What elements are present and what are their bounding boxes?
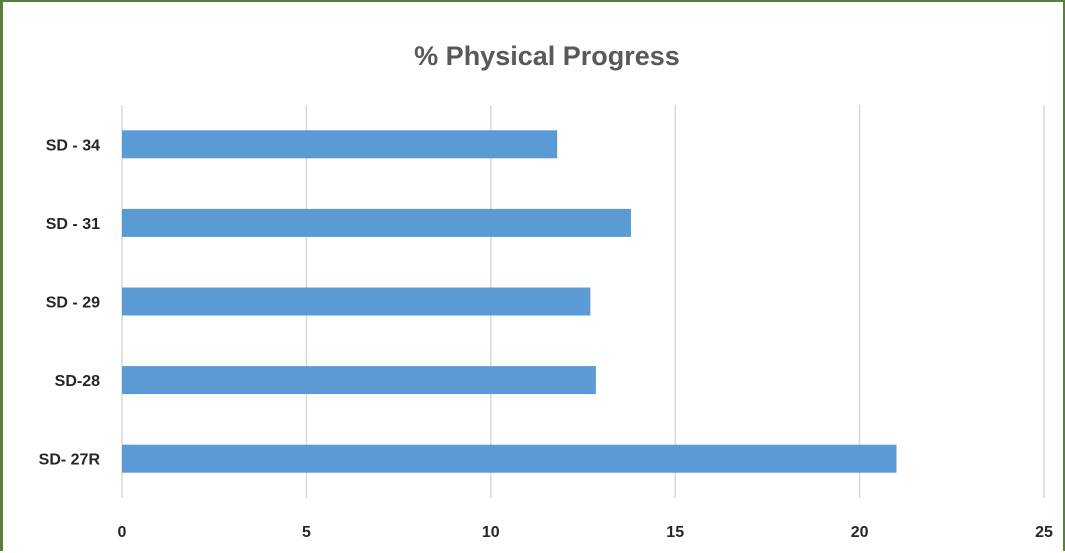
bar xyxy=(122,444,897,473)
category-label: SD - 31 xyxy=(46,216,100,233)
x-tick-label: 0 xyxy=(118,524,127,541)
category-label: SD - 29 xyxy=(46,295,100,312)
bar-chart: % Physical Progress SD - 34 SD - 31 SD - 2… xyxy=(39,41,1053,541)
category-label: SD - 34 xyxy=(46,137,100,154)
x-tick-label: 10 xyxy=(482,524,500,541)
chart-title: % Physical Progress xyxy=(414,41,680,71)
bars xyxy=(122,130,897,473)
bar xyxy=(122,208,631,237)
x-tick-label: 25 xyxy=(1035,524,1053,541)
category-label: SD-28 xyxy=(55,373,100,390)
bar xyxy=(122,366,596,395)
x-tick-label: 15 xyxy=(666,524,684,541)
x-tick-label: 5 xyxy=(302,524,311,541)
bar xyxy=(122,287,591,316)
x-axis-ticks: 0 5 10 15 20 25 xyxy=(118,524,1053,541)
bar xyxy=(122,130,558,159)
category-labels: SD - 34 SD - 31 SD - 29 SD-28 SD- 27R xyxy=(39,137,101,468)
x-tick-label: 20 xyxy=(851,524,869,541)
category-label: SD- 27R xyxy=(39,452,101,469)
